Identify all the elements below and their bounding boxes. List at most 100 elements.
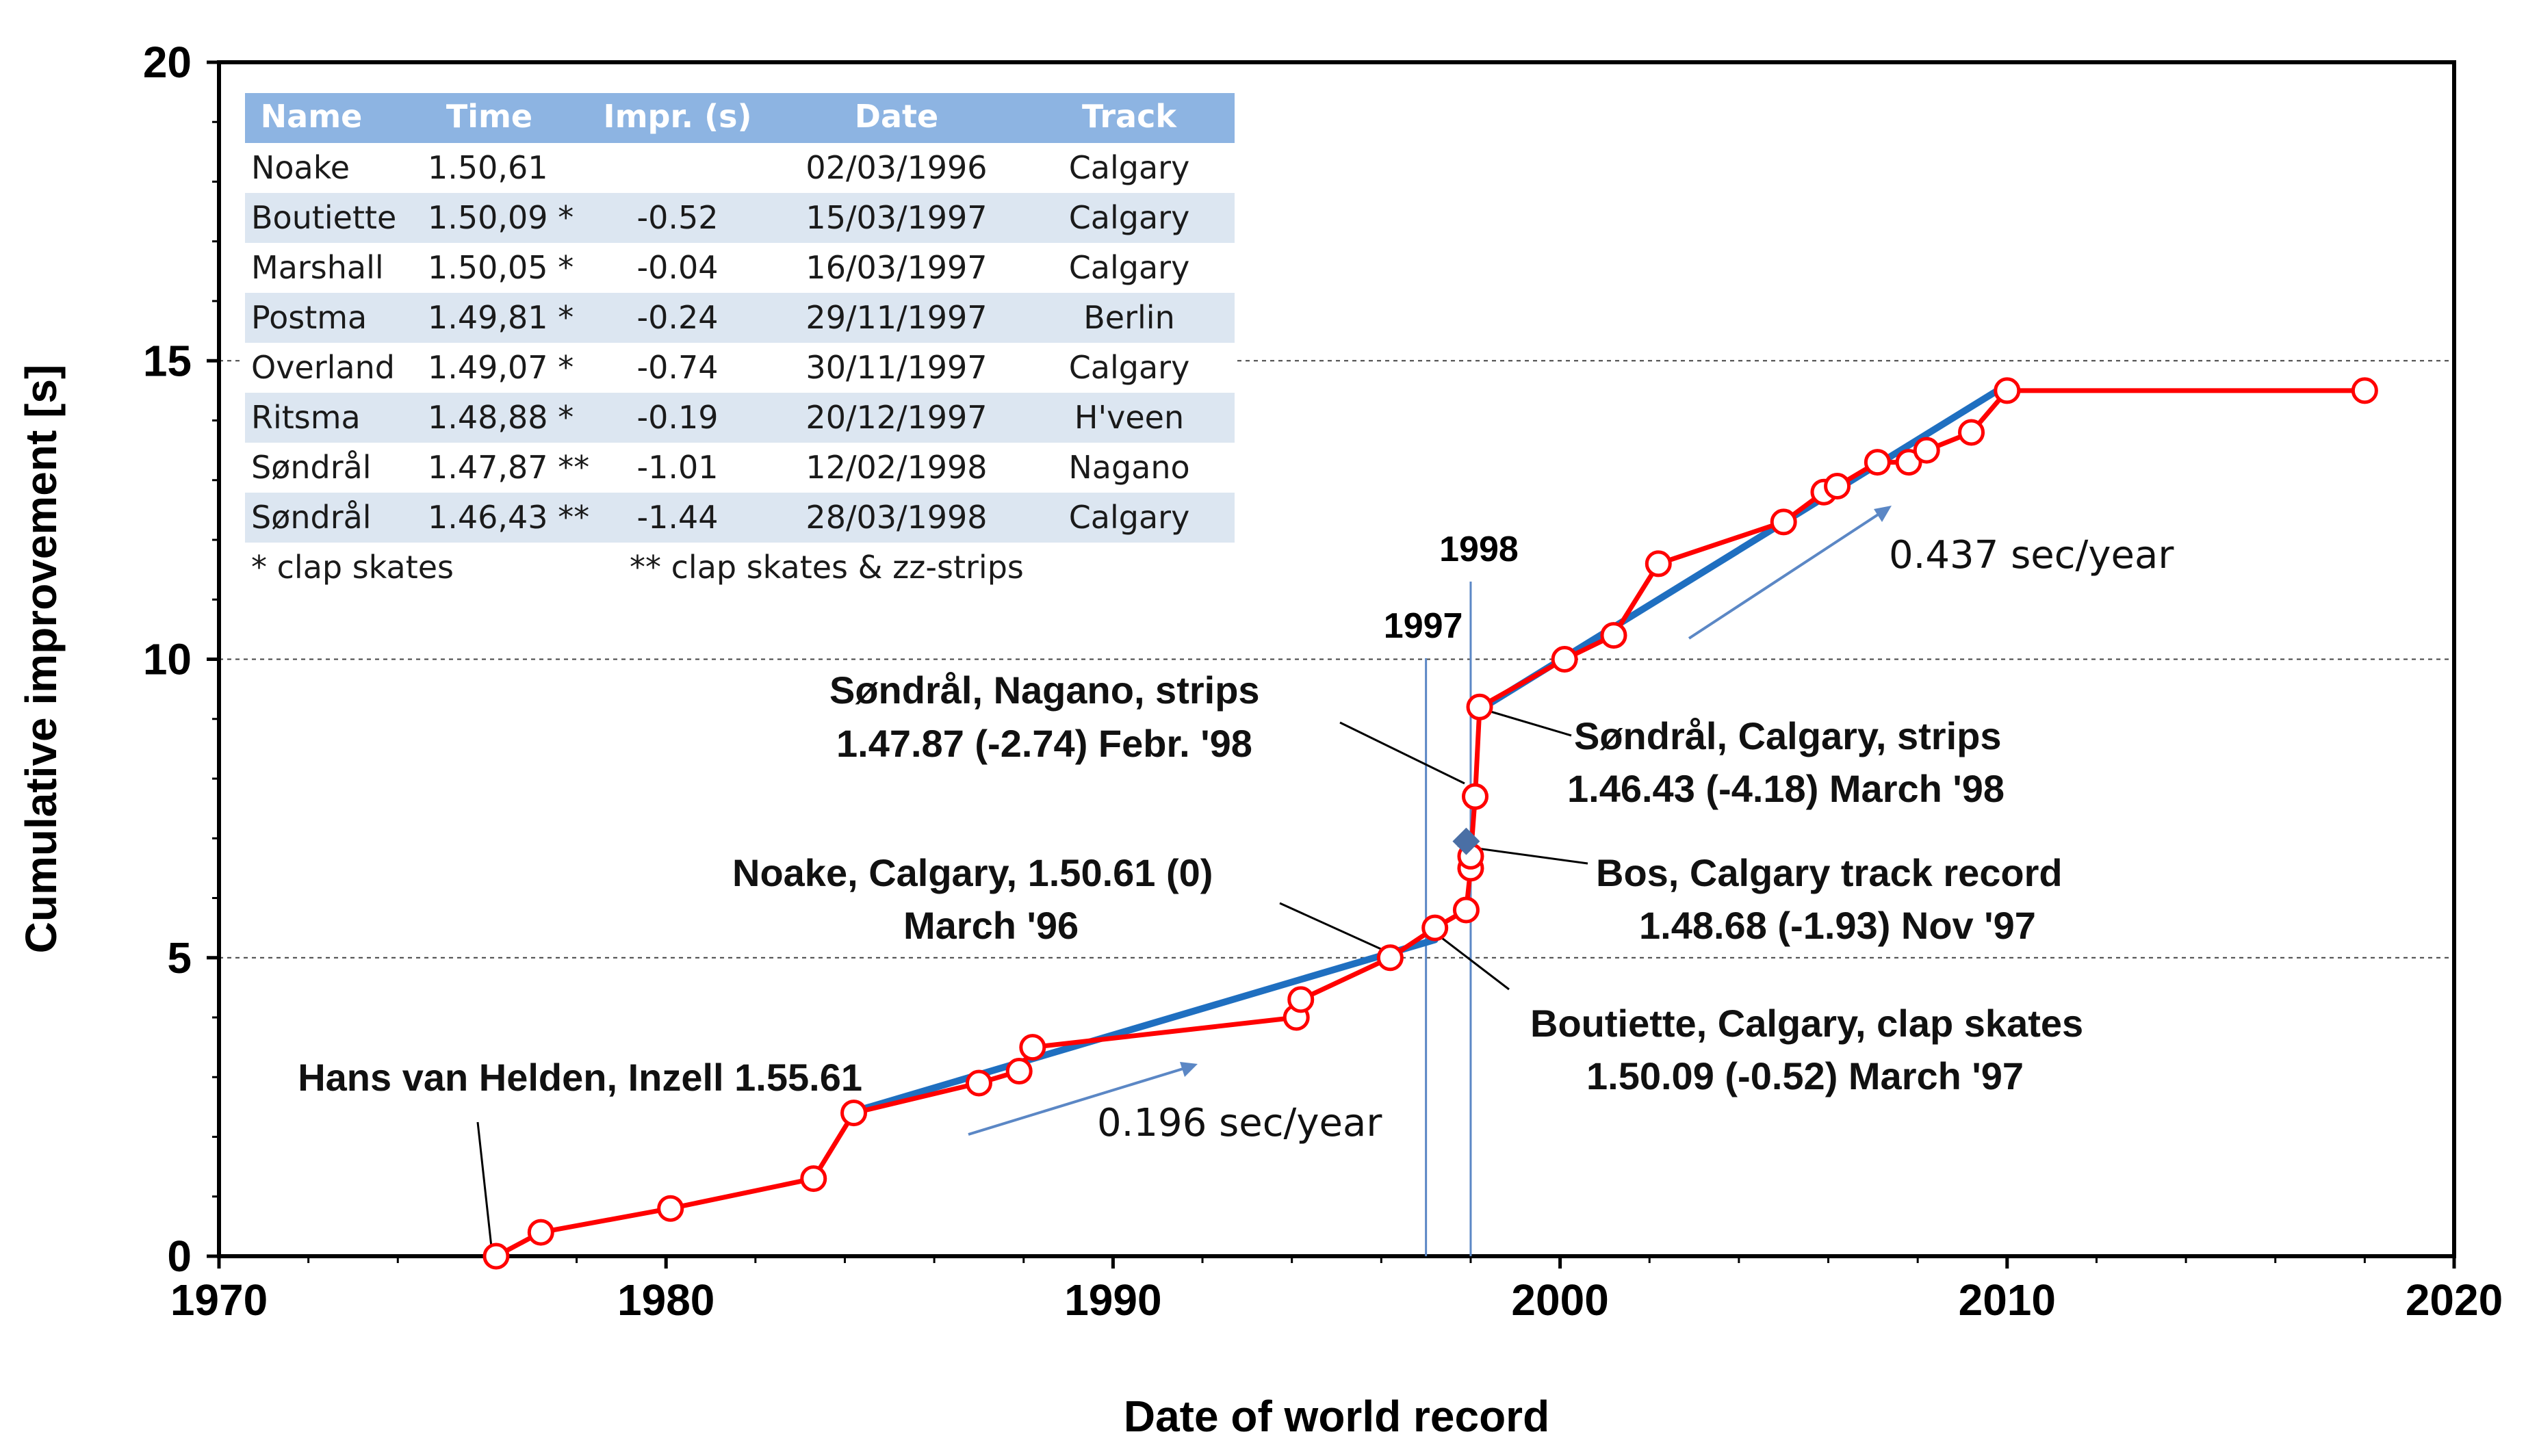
table-cell: Calgary xyxy=(1069,499,1190,536)
annotation-sondral-nagano-line2: 1.47.87 (-2.74) Febr. '98 xyxy=(836,722,1252,765)
table-header-1: Time xyxy=(446,98,532,135)
table-cell: -0.52 xyxy=(636,199,718,236)
table-cell: -0.74 xyxy=(636,349,718,386)
annotation-sondral-calgary-line2: 1.46.43 (-4.18) March '98 xyxy=(1567,767,2005,810)
table-cell: -0.24 xyxy=(636,299,718,336)
trend-line-1 xyxy=(846,936,1439,1117)
table-cell: Noake xyxy=(251,149,350,186)
table-cell: -1.01 xyxy=(636,449,718,486)
data-point xyxy=(1864,449,1891,476)
table-cell: 15/03/1997 xyxy=(806,199,987,236)
y-tick-label-5: 5 xyxy=(167,933,192,983)
annotation-boutiette-line2: 1.50.09 (-0.52) March '97 xyxy=(1586,1054,2024,1097)
data-point xyxy=(800,1165,827,1193)
data-point xyxy=(1461,783,1488,810)
leader-sondral-calgary xyxy=(1483,708,1572,737)
data-point xyxy=(1994,377,2021,404)
table-cell: 1.50,09 * xyxy=(428,199,573,236)
y-tick-label-0: 0 xyxy=(167,1232,192,1281)
annotation-bos-line1: Bos, Calgary track record xyxy=(1596,851,2063,894)
table-cell: Postma xyxy=(251,299,367,336)
table-cell: Berlin xyxy=(1083,299,1175,336)
table-cell: 1.49,81 * xyxy=(428,299,573,336)
table-cell: 1.48,88 * xyxy=(428,399,573,436)
table-cell: 1.49,07 * xyxy=(428,349,573,386)
data-point xyxy=(1958,419,1985,446)
x-axis-label: Date of world record xyxy=(1124,1392,1549,1441)
leader-boutiette xyxy=(1430,928,1510,991)
world-record-table: Name Time Impr. (s) Date Track Noake 1.50,61 02… xyxy=(242,90,1237,597)
table-cell: -1.44 xyxy=(636,499,718,536)
annotation-sondral-nagano-line1: Søndrål, Nagano, strips xyxy=(829,668,1260,712)
data-point xyxy=(2351,377,2378,404)
data-point xyxy=(1913,437,1940,464)
table-cell: Calgary xyxy=(1069,249,1190,286)
x-tick-label-2010: 2010 xyxy=(1959,1275,2056,1325)
table-cell: -0.04 xyxy=(636,249,718,286)
year-reference-lines: 1997 1998 xyxy=(1384,530,1519,1256)
table-cell: Calgary xyxy=(1069,199,1190,236)
table-footnote-1: * clap skates xyxy=(251,549,454,586)
data-point xyxy=(1452,896,1480,924)
table-cell: 12/02/1998 xyxy=(806,449,987,486)
table-row-stripe xyxy=(245,493,1235,543)
table-cell: Calgary xyxy=(1069,149,1190,186)
table-cell: -0.19 xyxy=(636,399,718,436)
data-point xyxy=(1376,944,1404,972)
table-cell: Overland xyxy=(251,349,395,386)
y-tick-label-20: 20 xyxy=(143,38,192,87)
x-tick-label-2020: 2020 xyxy=(2406,1275,2503,1325)
y-axis: 0 5 10 15 20 xyxy=(143,38,219,1281)
table-header-0: Name xyxy=(261,98,363,135)
table-header-3: Date xyxy=(855,98,938,135)
data-point xyxy=(1824,472,1851,499)
annotation-bos-line2: 1.48.68 (-1.93) Nov '97 xyxy=(1639,904,2036,947)
y-tick-label-15: 15 xyxy=(143,336,192,385)
leader-noake xyxy=(1279,902,1383,951)
table-cell: 30/11/1997 xyxy=(806,349,987,386)
vline-label-1998: 1998 xyxy=(1439,530,1519,569)
data-point xyxy=(1770,508,1797,536)
trend-arrow-1-head xyxy=(1180,1062,1198,1077)
table-cell: 1.50,05 * xyxy=(428,249,573,286)
annotation-noake-line2: March '96 xyxy=(903,904,1079,947)
table-row-stripe xyxy=(245,393,1235,443)
table-cell: 28/03/1998 xyxy=(806,499,987,536)
data-point xyxy=(840,1100,868,1127)
data-point xyxy=(1551,646,1578,673)
data-point xyxy=(1019,1034,1046,1061)
rate-label-1: 0.196 sec/year xyxy=(1097,1101,1382,1145)
leader-van-helden xyxy=(476,1121,493,1247)
data-point xyxy=(1466,693,1493,720)
table-cell: Ritsma xyxy=(251,399,361,436)
data-point xyxy=(1895,449,1922,476)
track-record-point xyxy=(1452,827,1480,855)
trend-arrow-2-head xyxy=(1874,506,1892,522)
data-series xyxy=(482,377,2378,1270)
table-cell: H'veen xyxy=(1074,399,1184,436)
table-row-stripe xyxy=(245,193,1235,243)
rate-label-2: 0.437 sec/year xyxy=(1889,533,2174,577)
table-cell: 1.50,61 xyxy=(428,149,548,186)
data-point xyxy=(1600,622,1627,649)
data-point xyxy=(1005,1058,1033,1085)
vline-label-1997: 1997 xyxy=(1384,606,1463,646)
trend-arrow-1 xyxy=(968,1064,1195,1136)
x-axis: 1970 1980 1990 2000 2010 2020 xyxy=(170,1256,2503,1325)
data-point xyxy=(965,1069,992,1097)
table-cell: Nagano xyxy=(1068,449,1189,486)
x-tick-label-1980: 1980 xyxy=(617,1275,714,1325)
annotation-van-helden: Hans van Helden, Inzell 1.55.61 xyxy=(298,1056,862,1099)
table-header-bg xyxy=(245,93,1235,143)
table-cell: Søndrål xyxy=(251,449,372,486)
data-point xyxy=(1645,550,1672,577)
data-point xyxy=(482,1243,510,1270)
y-axis-label: Cumulative improvement [s] xyxy=(16,365,66,954)
table-cell: 1.46,43 ** xyxy=(428,499,589,536)
table-header-2: Impr. (s) xyxy=(603,98,751,135)
data-point xyxy=(1421,914,1449,941)
table-row-stripe xyxy=(245,293,1235,343)
data-point xyxy=(1287,986,1315,1013)
table-cell: 1.47,87 ** xyxy=(428,449,589,486)
